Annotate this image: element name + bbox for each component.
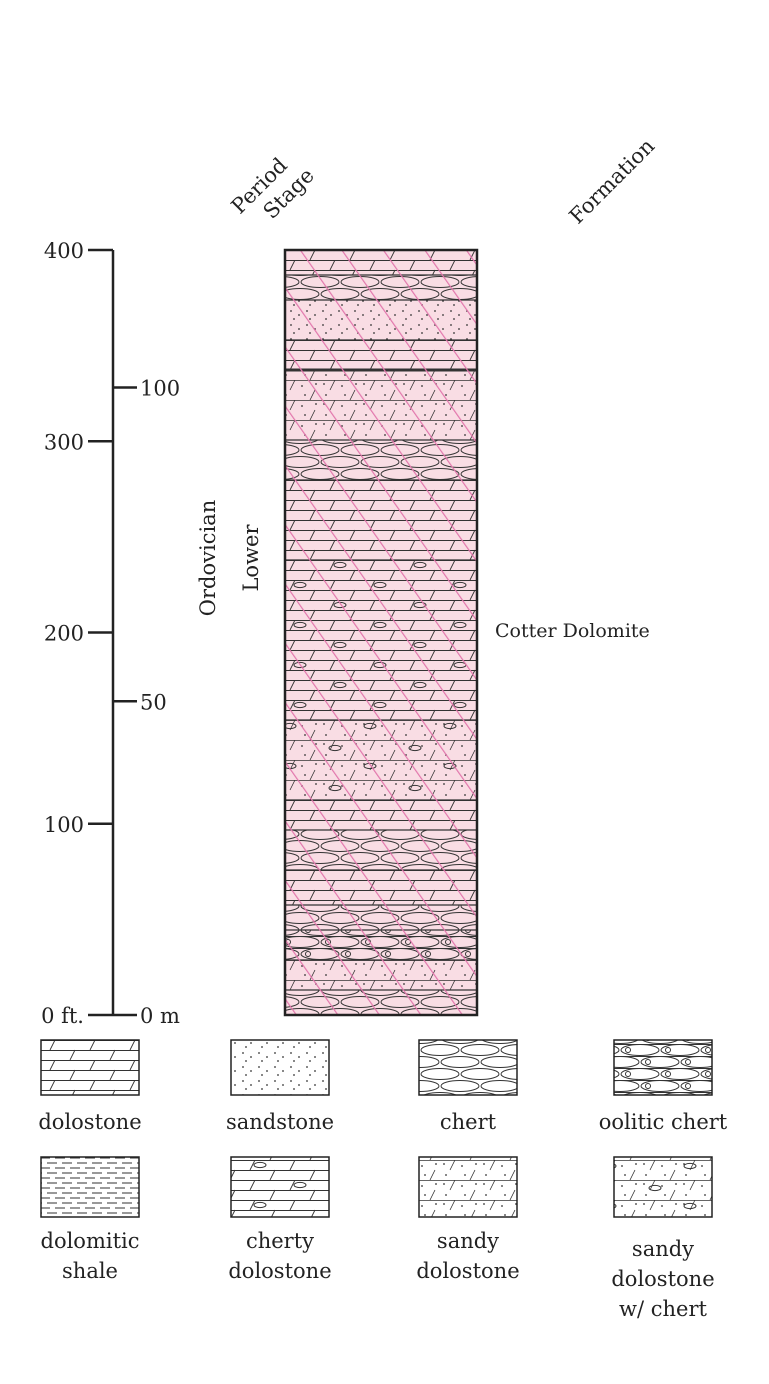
legend-label: shale: [62, 1259, 118, 1283]
legend: dolostone sandstone chert oolitic chert dolo…: [38, 1040, 727, 1321]
legend-label: dolostone: [228, 1259, 331, 1283]
strat-column-page: Period Stage Formation 4003002001000 ft.…: [0, 0, 769, 1384]
legend-swatch: [231, 1157, 329, 1217]
legend-swatch: [231, 1040, 329, 1095]
feet-tick-label: 300: [44, 430, 84, 454]
legend-label: sandy: [437, 1229, 499, 1253]
legend-label: w/ chert: [619, 1297, 707, 1321]
meter-tick-label: 50: [140, 690, 167, 714]
legend-label: oolitic chert: [599, 1110, 728, 1134]
period-label: Ordovician: [196, 500, 220, 616]
legend-label: cherty: [246, 1229, 314, 1253]
feet-tick-label: 100: [44, 813, 84, 837]
legend-swatch: [419, 1040, 517, 1095]
legend-label: dolomitic: [41, 1229, 140, 1253]
legend-swatch: [41, 1157, 139, 1217]
legend-swatch: [614, 1040, 712, 1095]
legend-label: dolostone: [38, 1110, 141, 1134]
lithology-column: [285, 250, 477, 1015]
scale: 400 300 200 100 0 ft. 100 50 0 m: [41, 239, 180, 1028]
feet-tick-label: 400: [44, 239, 84, 263]
legend-label: sandstone: [226, 1110, 334, 1134]
feet-tick-label: 200: [44, 622, 84, 646]
legend-label: sandy: [632, 1237, 694, 1261]
legend-label: chert: [440, 1110, 497, 1134]
feet-tick-label: 0 ft.: [41, 1004, 84, 1028]
meter-tick-label: 100: [140, 377, 180, 401]
formation-label: Cotter Dolomite: [495, 620, 650, 642]
header-formation: Formation: [565, 134, 660, 229]
legend-swatch: [614, 1157, 712, 1217]
legend-label: dolostone: [416, 1259, 519, 1283]
legend-label: dolostone: [611, 1267, 714, 1291]
stage-label: Lower: [239, 524, 263, 592]
legend-swatch: [419, 1157, 517, 1217]
meter-tick-label: 0 m: [140, 1004, 180, 1028]
legend-swatch: [41, 1040, 139, 1095]
pink-overlay: [285, 250, 477, 1015]
